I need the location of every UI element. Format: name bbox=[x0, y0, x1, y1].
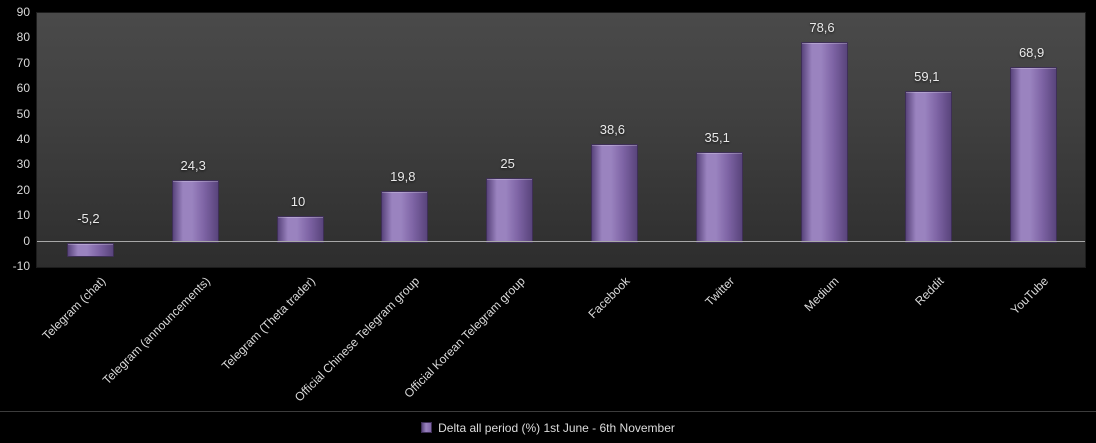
bar-value-label: 24,3 bbox=[180, 157, 206, 173]
bar bbox=[695, 152, 743, 243]
bar-value-label: 25 bbox=[500, 156, 515, 172]
bar-value-label: 59,1 bbox=[914, 69, 940, 85]
legend-marker-icon bbox=[421, 422, 433, 433]
bar bbox=[1010, 66, 1058, 243]
bar-value-label: 19,8 bbox=[390, 169, 416, 185]
legend-label: Delta all period (%) 1st June - 6th Nove… bbox=[438, 420, 675, 435]
bar-value-label: 10 bbox=[290, 194, 306, 210]
bar bbox=[905, 91, 953, 243]
x-axis-category-label: Facebook bbox=[585, 274, 633, 322]
x-axis-category-label: Official Korean Telegram group bbox=[400, 274, 528, 401]
bar bbox=[800, 41, 848, 243]
legend: Delta all period (%) 1st June - 6th Nove… bbox=[0, 411, 1096, 443]
bar-value-label: 78,6 bbox=[809, 19, 835, 35]
y-axis-tick-label: 10 bbox=[16, 208, 30, 223]
y-axis-tick-label: 60 bbox=[16, 81, 30, 96]
x-axis-category-label: Official Chinese Telegram group bbox=[292, 274, 423, 405]
x-axis-category-label: Medium bbox=[801, 274, 842, 315]
bar-value-label: 38,6 bbox=[599, 121, 626, 137]
bar bbox=[171, 179, 219, 243]
bar-value-label: 68,9 bbox=[1018, 44, 1045, 60]
x-axis-category-label: Reddit bbox=[912, 274, 947, 309]
x-axis-category-label: Telegram (Theta trader) bbox=[218, 274, 318, 374]
bar bbox=[381, 191, 429, 243]
bar bbox=[590, 143, 638, 243]
x-axis-category-label: Twitter bbox=[702, 274, 738, 309]
y-axis-tick-label: 80 bbox=[16, 30, 30, 45]
x-axis-category-label: Telegram (chat) bbox=[39, 274, 109, 343]
y-axis-tick-label: 40 bbox=[16, 132, 30, 146]
y-axis-tick-label: 0 bbox=[23, 233, 30, 248]
y-axis-tick-label: 20 bbox=[16, 182, 30, 197]
y-axis-tick-label: 90 bbox=[16, 5, 30, 19]
bar-value-label: 35,1 bbox=[704, 130, 730, 146]
x-axis-category-label: Telegram (announcements) bbox=[99, 274, 214, 388]
y-axis-tick-label: -10 bbox=[12, 259, 30, 273]
y-axis-tick-label: 30 bbox=[16, 157, 30, 172]
plot-area bbox=[36, 12, 1086, 268]
y-axis-tick-label: 50 bbox=[16, 106, 30, 121]
x-axis-zero-line bbox=[37, 241, 1085, 243]
bar-value-label: -5,2 bbox=[77, 210, 100, 226]
x-axis-category-label: YouTube bbox=[1008, 274, 1052, 318]
bar bbox=[276, 216, 324, 243]
bar bbox=[486, 178, 534, 243]
bar bbox=[66, 242, 114, 257]
y-axis-tick-label: 70 bbox=[16, 55, 30, 70]
